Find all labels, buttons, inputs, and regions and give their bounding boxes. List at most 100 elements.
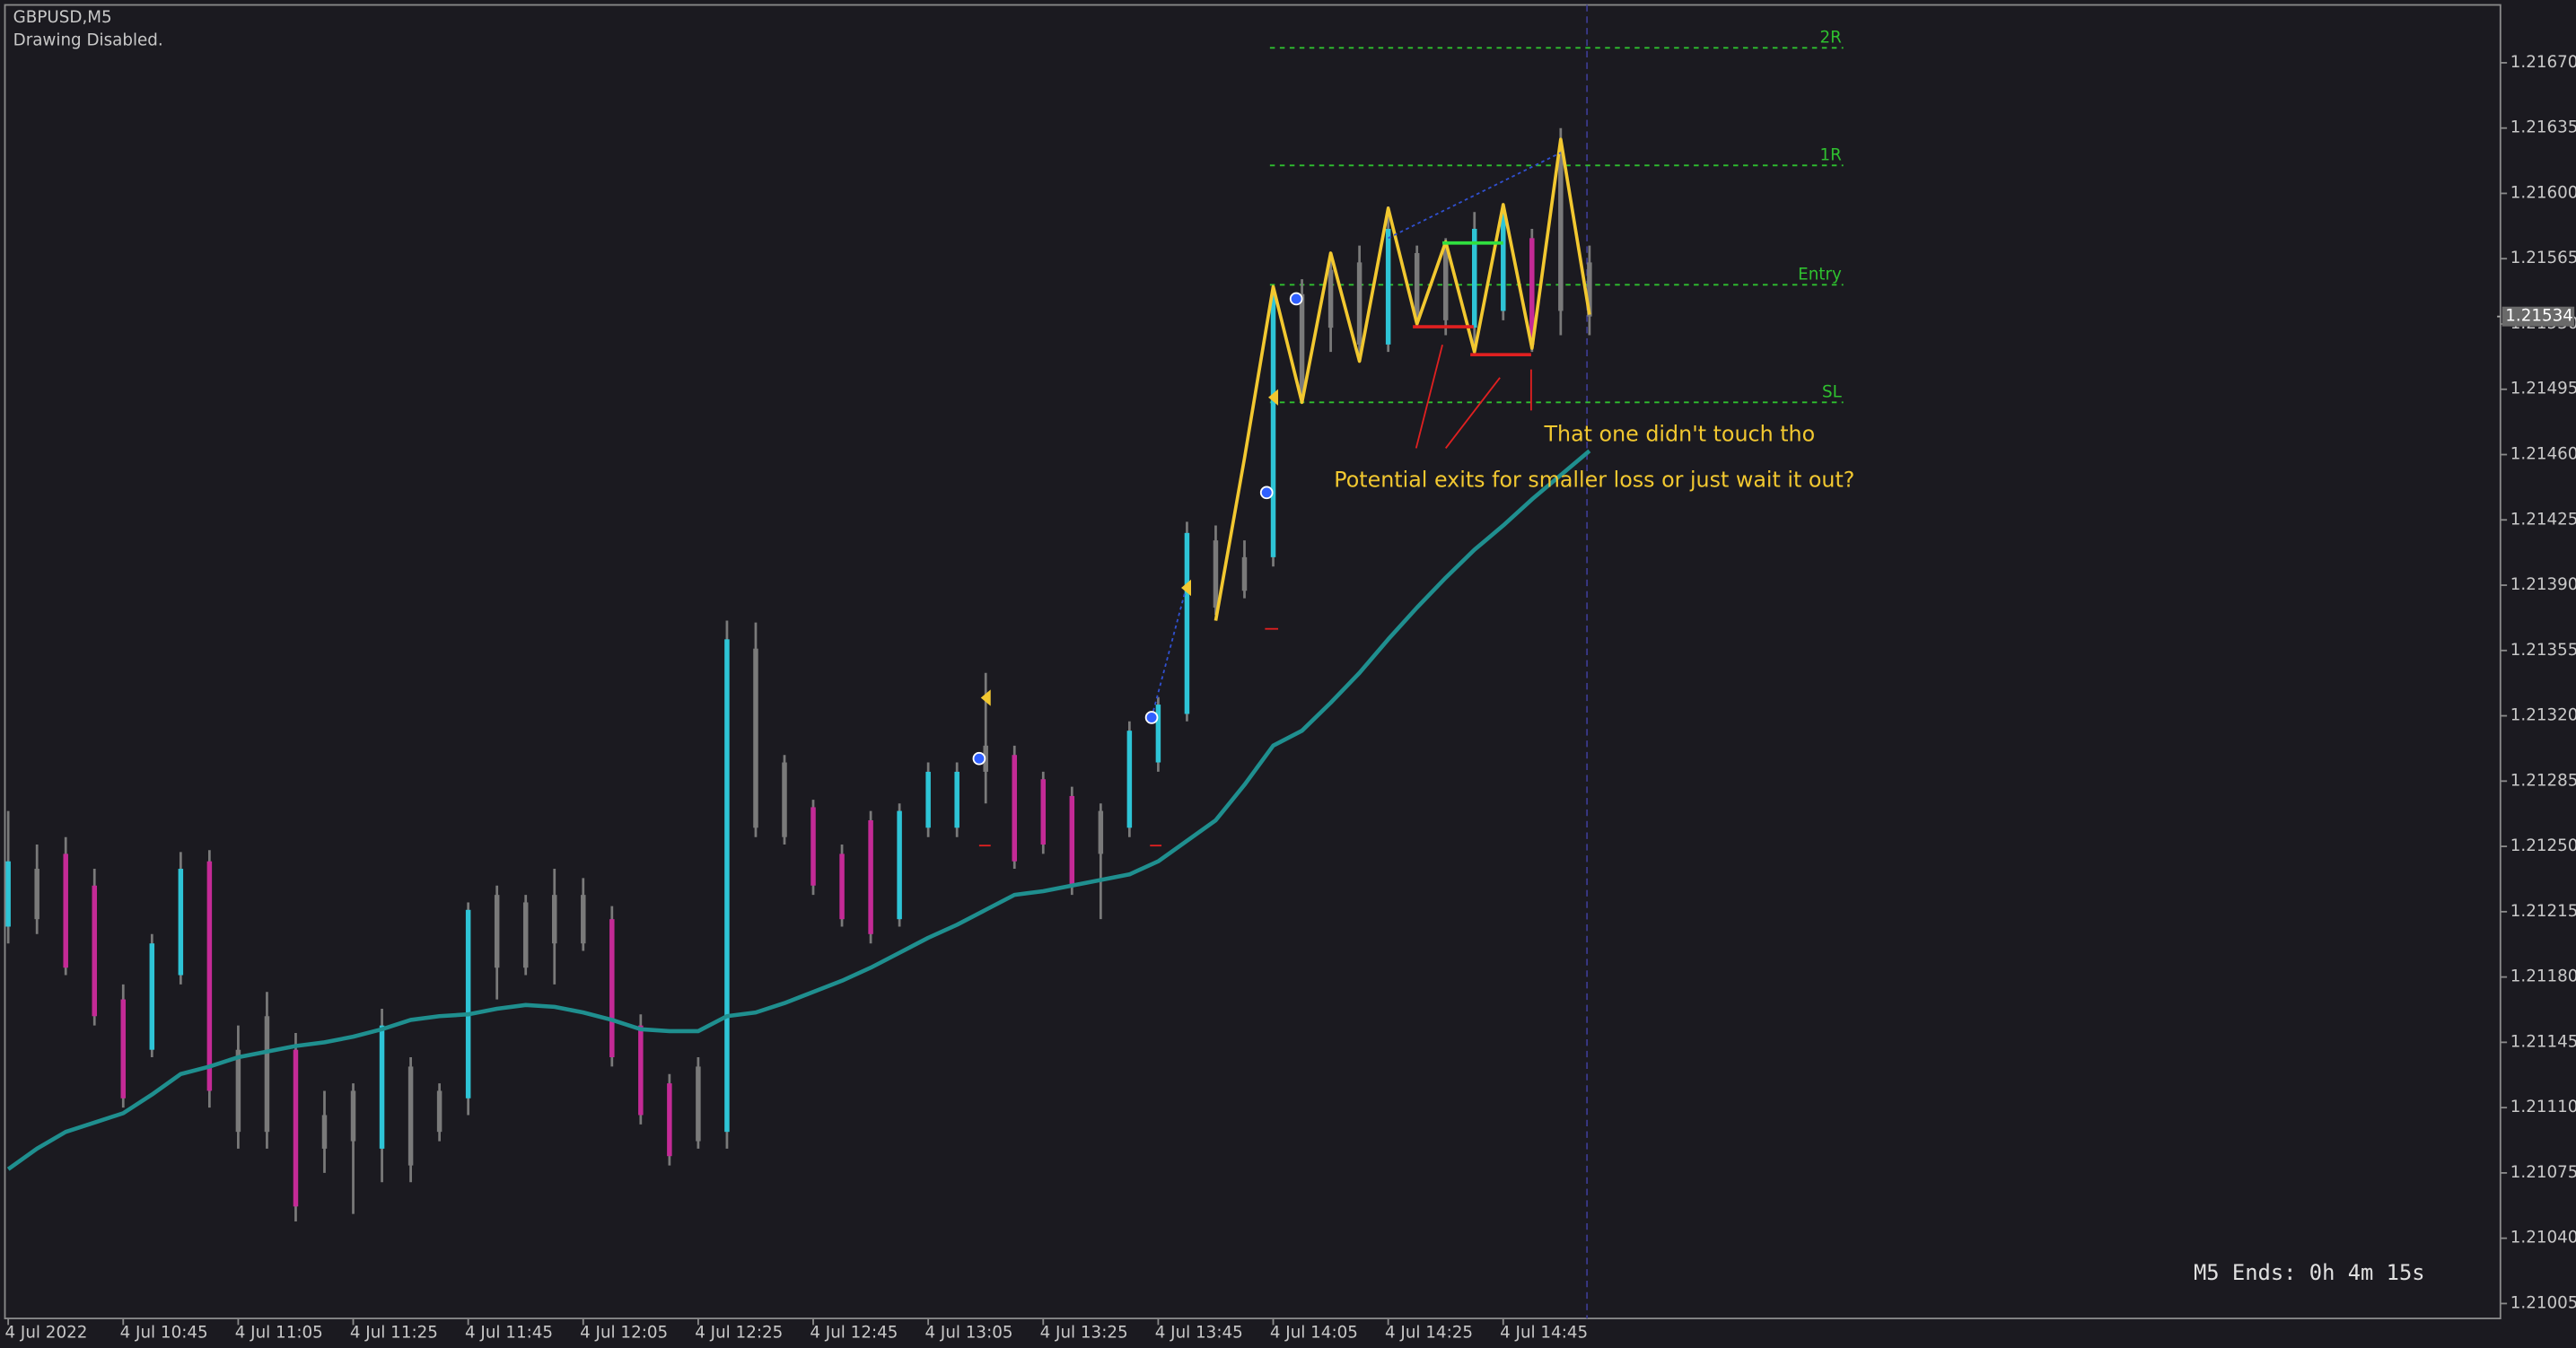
pointer-line bbox=[1444, 377, 1501, 450]
timer: M5 Ends: 0h 4m 15s bbox=[2194, 1260, 2425, 1285]
bar-body bbox=[206, 861, 213, 1091]
bar-body bbox=[1069, 795, 1075, 886]
y-tick-label: 1.21320 bbox=[2510, 706, 2576, 725]
bar-body bbox=[983, 745, 988, 772]
arrow-marker bbox=[1181, 579, 1192, 597]
bar-body bbox=[753, 648, 758, 828]
level-label: SL bbox=[1822, 382, 1843, 401]
bar-body bbox=[235, 1049, 241, 1133]
y-tick-label: 1.21180 bbox=[2510, 967, 2576, 986]
y-tick-label: 1.21390 bbox=[2510, 575, 2576, 594]
bar-body bbox=[868, 819, 873, 934]
y-tick-label: 1.21495 bbox=[2510, 380, 2576, 398]
plot-frame bbox=[4, 4, 2502, 1319]
bar-body bbox=[724, 639, 730, 1133]
bar-body bbox=[264, 1016, 270, 1133]
bar-body bbox=[609, 919, 615, 1058]
bar-body bbox=[1587, 262, 1592, 317]
bar-body bbox=[839, 853, 845, 920]
bar-body bbox=[1213, 540, 1219, 608]
x-tick-label: 4 Jul 11:25 bbox=[350, 1324, 438, 1343]
dashed-link bbox=[1151, 587, 1187, 718]
x-tick-label: 4 Jul 12:25 bbox=[695, 1324, 783, 1343]
signal-dot bbox=[1289, 292, 1303, 306]
x-tick-label: 4 Jul 11:45 bbox=[465, 1324, 553, 1343]
bar-body bbox=[465, 909, 471, 1099]
x-tick-label: 4 Jul 13:45 bbox=[1155, 1324, 1243, 1343]
current-price-label: 1.21534 bbox=[2505, 307, 2573, 326]
y-tick-label: 1.21250 bbox=[2510, 836, 2576, 855]
annotation: Potential exits for smaller loss or just… bbox=[1334, 468, 1854, 493]
bar-body bbox=[638, 1025, 644, 1116]
bar-body bbox=[379, 1025, 385, 1149]
bar-body bbox=[1327, 269, 1334, 328]
y-tick-label: 1.21425 bbox=[2510, 510, 2576, 529]
bar-body bbox=[1184, 532, 1190, 714]
signal-dot bbox=[1144, 711, 1159, 724]
dashed-link bbox=[1388, 152, 1562, 240]
decorations bbox=[972, 152, 1562, 847]
arrow-marker bbox=[1268, 389, 1279, 406]
bar-body bbox=[1241, 556, 1248, 591]
bar-body bbox=[494, 895, 500, 968]
x-tick-label: 4 Jul 2022 bbox=[4, 1324, 87, 1343]
bar-body bbox=[293, 1049, 299, 1207]
bar-body bbox=[1012, 755, 1017, 862]
x-tick-label: 4 Jul 11:05 bbox=[235, 1324, 323, 1343]
y-tick-label: 1.21075 bbox=[2510, 1163, 2576, 1182]
y-tick-label: 1.21285 bbox=[2510, 771, 2576, 790]
bar-body bbox=[1529, 238, 1535, 345]
y-tick-label: 1.21040 bbox=[2510, 1229, 2576, 1247]
arrow-marker bbox=[980, 689, 991, 706]
bar-body bbox=[552, 895, 557, 944]
bar-body bbox=[1558, 155, 1564, 311]
bar-body bbox=[1414, 252, 1420, 320]
bar-body bbox=[1126, 731, 1133, 828]
x-tick-label: 4 Jul 12:05 bbox=[580, 1324, 668, 1343]
bar-body bbox=[34, 869, 39, 920]
bar-body bbox=[149, 943, 155, 1050]
bar-body bbox=[1270, 293, 1276, 557]
signal-dot bbox=[972, 751, 986, 766]
bar-body bbox=[1040, 779, 1047, 845]
zigzag bbox=[1214, 137, 1591, 621]
level-label: 1R bbox=[1819, 145, 1842, 164]
bar-body bbox=[1098, 810, 1104, 854]
bar-body bbox=[954, 771, 959, 828]
bar-body bbox=[1385, 228, 1391, 345]
y-tick-label: 1.21600 bbox=[2510, 183, 2576, 202]
bar-body bbox=[667, 1083, 672, 1157]
x-tick-label: 4 Jul 13:25 bbox=[1040, 1324, 1128, 1343]
y-tick-label: 1.21005 bbox=[2510, 1293, 2576, 1312]
bar-body bbox=[1501, 212, 1506, 311]
bar-body bbox=[810, 807, 816, 886]
status: Drawing Disabled. bbox=[13, 31, 163, 50]
bar-body bbox=[782, 762, 787, 837]
level-label: 2R bbox=[1819, 28, 1842, 47]
bar-body bbox=[1155, 705, 1161, 763]
x-tick-label: 4 Jul 14:45 bbox=[1500, 1324, 1588, 1343]
bar-body bbox=[407, 1066, 414, 1166]
x-tick-label: 4 Jul 13:05 bbox=[924, 1324, 1012, 1343]
bar-body bbox=[178, 869, 184, 976]
bar-body bbox=[1472, 228, 1477, 328]
bar-body bbox=[522, 902, 529, 968]
bar-body bbox=[120, 999, 127, 1099]
bar-body bbox=[581, 895, 586, 944]
annotation: That one didn't touch tho bbox=[1544, 421, 1816, 446]
bar-body bbox=[63, 853, 68, 968]
bar-body bbox=[897, 810, 902, 920]
current-price-box bbox=[2502, 306, 2575, 327]
level-label: Entry bbox=[1798, 265, 1842, 284]
signal-dot bbox=[1259, 486, 1274, 500]
symbol: GBPUSD,M5 bbox=[13, 8, 112, 27]
pointer-line bbox=[1415, 344, 1443, 449]
y-tick-label: 1.21565 bbox=[2510, 249, 2576, 267]
bar-body bbox=[92, 885, 97, 1017]
y-tick-label: 1.21215 bbox=[2510, 902, 2576, 921]
marks: 2R 1R Entry SL bbox=[5, 28, 1844, 1221]
bar-body bbox=[321, 1115, 328, 1149]
x-tick-label: 4 Jul 10:45 bbox=[120, 1324, 208, 1343]
